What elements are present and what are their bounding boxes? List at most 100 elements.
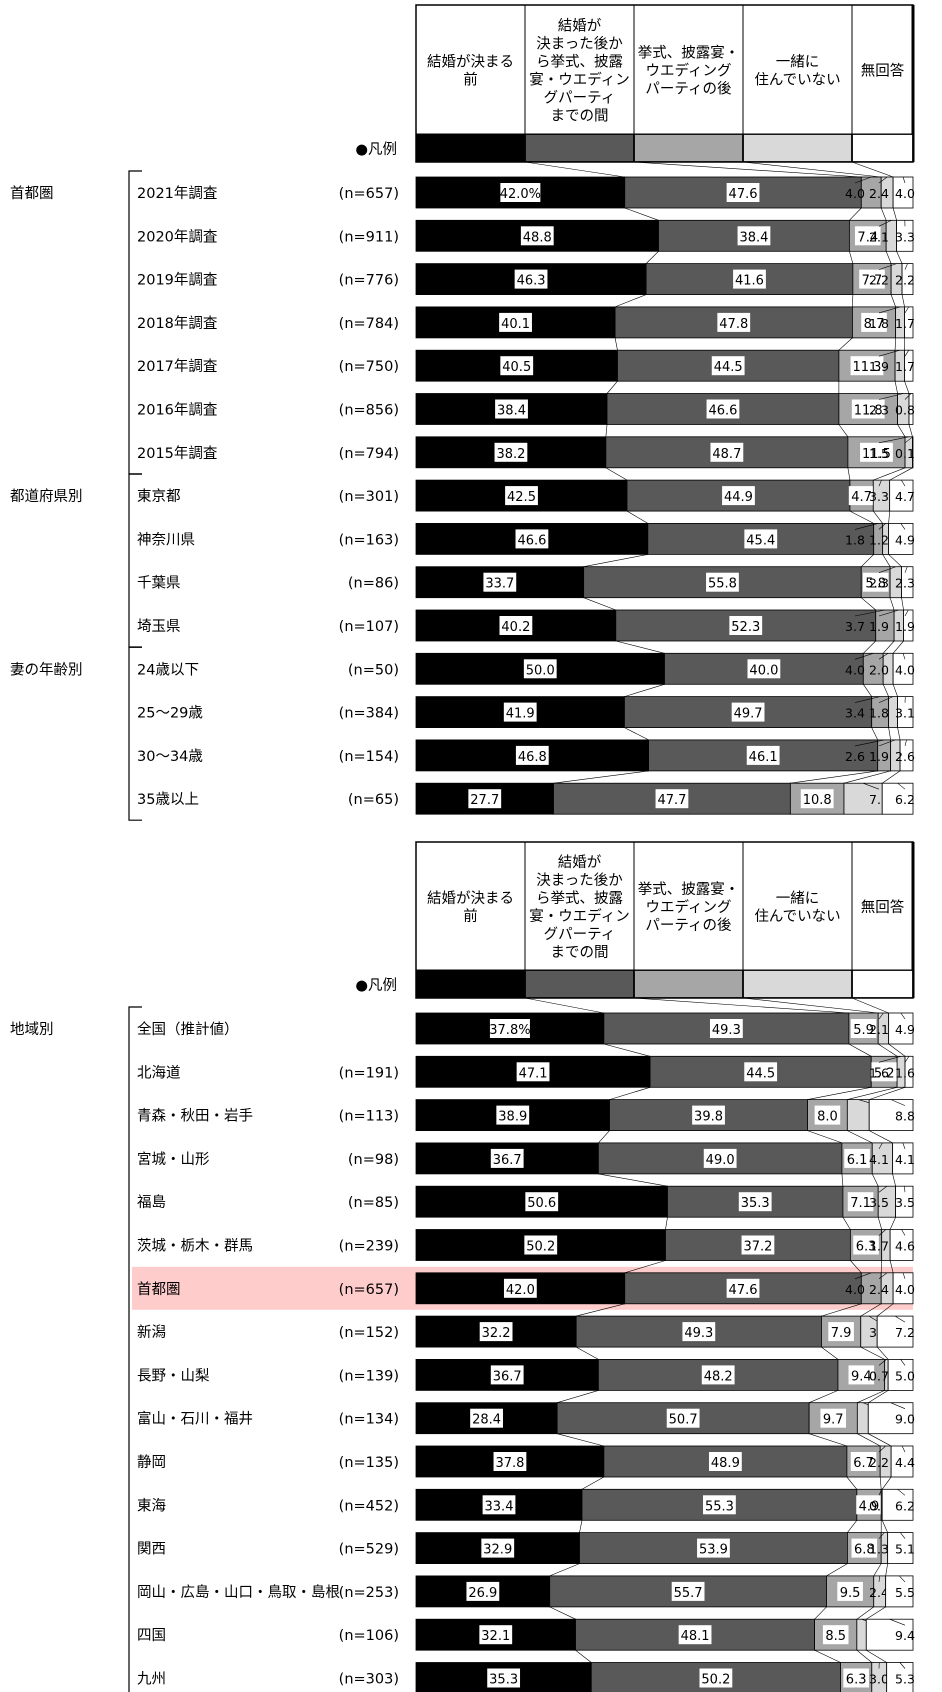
series-connector-line <box>892 684 898 697</box>
data-label-leader <box>901 1229 906 1236</box>
data-label: 9.5 <box>840 1586 861 1601</box>
data-label-leader <box>878 479 882 487</box>
row-sample-size: (n=135) <box>339 1455 399 1471</box>
row-sample-size: (n=107) <box>339 619 399 635</box>
data-label: 11.3 <box>853 360 882 375</box>
data-label-leader <box>900 1359 906 1366</box>
data-label-box <box>710 442 744 462</box>
row-label: 埼玉県 <box>137 618 181 635</box>
legend-swatch <box>743 970 852 998</box>
data-label: 1.7 <box>869 1239 889 1254</box>
bar-segment <box>645 263 854 296</box>
data-label-leader <box>878 696 894 703</box>
data-label-leader <box>904 566 908 573</box>
series-connector-line <box>807 1087 872 1100</box>
data-label-box <box>851 1538 878 1558</box>
bar-segment <box>624 696 873 728</box>
data-label-leader <box>904 350 910 357</box>
data-label: 42.0% <box>500 187 541 202</box>
legend-series-label-line: 決まった後か <box>536 872 622 889</box>
row-label: 首都圏 <box>137 1281 181 1298</box>
data-label: 9.4 <box>895 1628 915 1643</box>
series-connector-line <box>861 597 876 611</box>
data-label: 5.0 <box>895 1368 915 1383</box>
data-label-leader <box>902 176 906 184</box>
bar-segment <box>865 1618 914 1651</box>
series-connector-line <box>861 554 874 567</box>
series-connector-line <box>882 640 895 654</box>
row-label: 2019年調査 <box>137 272 217 289</box>
series-connector-line <box>901 597 904 611</box>
row-label: 東京都 <box>137 488 181 505</box>
data-label: 6.2 <box>895 1498 915 1513</box>
legend-series-label-line: グパーティ <box>544 926 616 943</box>
series-connector-line <box>576 1303 625 1317</box>
data-label-leader <box>901 479 906 487</box>
series-connector-line <box>742 161 882 178</box>
data-label-box <box>853 1235 879 1255</box>
data-label-box <box>499 616 533 635</box>
data-label: 7.7 <box>862 274 883 289</box>
data-label-box <box>850 1019 877 1038</box>
legend-series-label-line: までの間 <box>551 945 609 961</box>
series-connector-line <box>575 1649 592 1663</box>
data-label-box <box>854 226 881 246</box>
series-connector-line <box>860 1303 882 1317</box>
data-label-leader <box>854 176 872 184</box>
series-connector-line <box>614 337 618 351</box>
data-label: 4.0 <box>845 186 865 201</box>
bar-segment <box>846 1099 870 1131</box>
data-label: 3.7 <box>845 619 865 634</box>
series-connector-line <box>866 1649 887 1663</box>
data-label-box <box>499 312 532 332</box>
data-label: 6.3 <box>856 1240 877 1255</box>
series-connector-line <box>626 510 648 524</box>
data-label-box <box>493 1452 527 1471</box>
series-connector-line <box>888 554 902 567</box>
data-label: 1.9 <box>869 619 889 634</box>
row-sample-size: (n=253) <box>339 1585 399 1601</box>
data-label-box <box>843 1668 869 1688</box>
data-label: 28.4 <box>472 1413 501 1428</box>
data-label: 1.9 <box>869 749 889 764</box>
data-label-box <box>505 486 538 506</box>
series-connector-line <box>849 207 862 221</box>
data-label-leader <box>878 220 892 227</box>
data-label: 42.5 <box>507 490 536 505</box>
row-sample-size: (n=529) <box>339 1542 399 1558</box>
data-label-box <box>678 1625 712 1645</box>
data-label: 26.9 <box>468 1586 497 1601</box>
data-label: 5.5 <box>895 1585 915 1600</box>
data-label-box <box>500 356 534 376</box>
data-label-box <box>470 1408 503 1428</box>
data-label: 2.1 <box>869 1022 889 1037</box>
data-label: 9.7 <box>823 1413 844 1428</box>
series-connector-line <box>868 1390 889 1403</box>
data-label-leader <box>901 1445 906 1453</box>
series-connector-line <box>897 424 906 437</box>
legend-series-label-line: 決まった後か <box>536 36 622 53</box>
row-sample-size: (n=384) <box>339 706 399 722</box>
data-label-box <box>503 702 537 722</box>
data-label: 53.9 <box>699 1543 728 1558</box>
data-label: 4.0 <box>845 1282 865 1297</box>
row-label: 千葉県 <box>137 575 181 592</box>
legend-series-label-line: 前 <box>463 72 478 89</box>
series-connector-line <box>848 1043 872 1057</box>
series-connector-line <box>889 467 913 481</box>
series-connector-line <box>876 1303 894 1317</box>
data-label: 48.8 <box>523 230 552 245</box>
row-label: 九州 <box>137 1671 166 1688</box>
data-label: 38.4 <box>497 404 526 419</box>
legend-series-label-line: 一緒に <box>776 54 820 71</box>
row-sample-size: (n=65) <box>348 792 399 808</box>
legend-series-label: 結婚が決まる前 <box>427 54 514 89</box>
data-label: 48.9 <box>711 1456 740 1471</box>
data-label-leader <box>878 306 901 314</box>
series-connector-line <box>665 1217 668 1230</box>
data-label: 4.7 <box>851 490 872 505</box>
data-label-leader <box>878 1142 883 1150</box>
data-label-box <box>746 745 780 765</box>
series-connector-line <box>879 1476 882 1490</box>
data-label-leader <box>878 349 900 357</box>
